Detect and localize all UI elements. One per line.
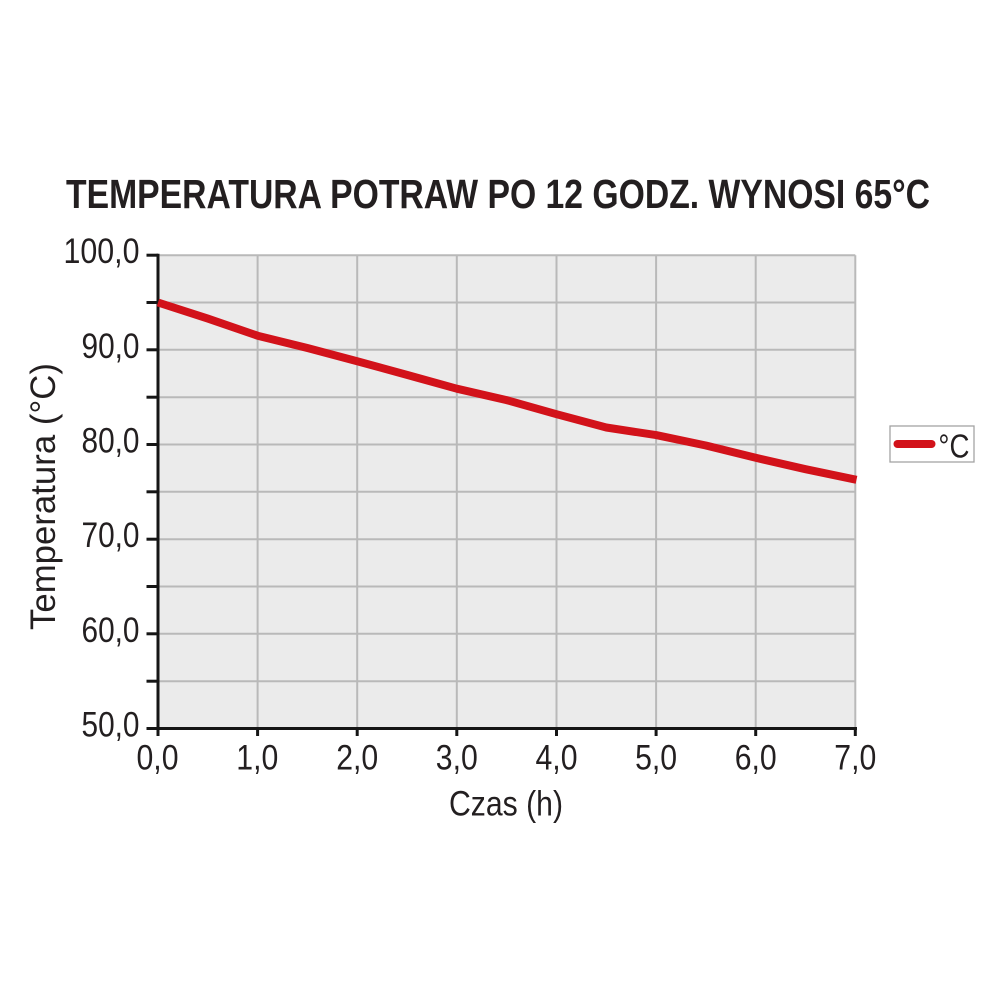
svg-text:Czas (h): Czas (h) — [449, 785, 563, 824]
svg-text:50,0: 50,0 — [82, 706, 140, 745]
svg-text:70,0: 70,0 — [82, 516, 140, 555]
svg-text:1,0: 1,0 — [236, 739, 278, 778]
svg-text:6,0: 6,0 — [735, 739, 777, 778]
svg-text:7,0: 7,0 — [834, 739, 876, 778]
svg-text:90,0: 90,0 — [82, 327, 140, 366]
svg-text:3,0: 3,0 — [436, 739, 478, 778]
svg-text:°C: °C — [938, 428, 969, 465]
svg-text:4,0: 4,0 — [536, 739, 578, 778]
svg-text:0,0: 0,0 — [137, 739, 179, 778]
svg-text:100,0: 100,0 — [64, 232, 140, 271]
svg-text:Temperatura (°C): Temperatura (°C) — [24, 363, 63, 630]
svg-text:2,0: 2,0 — [336, 739, 378, 778]
svg-text:TEMPERATURA POTRAW PO 12 GODZ.: TEMPERATURA POTRAW PO 12 GODZ. WYNOSI 65… — [66, 171, 930, 217]
svg-text:60,0: 60,0 — [82, 611, 140, 650]
svg-text:5,0: 5,0 — [635, 739, 677, 778]
svg-text:80,0: 80,0 — [82, 422, 140, 461]
